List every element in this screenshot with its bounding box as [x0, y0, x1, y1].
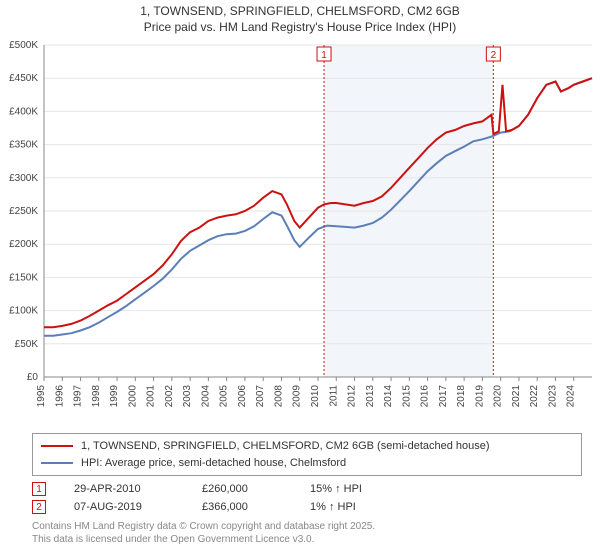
x-tick-label: 2004 — [200, 385, 211, 408]
y-tick-label: £0 — [27, 372, 39, 383]
y-tick-label: £100K — [9, 306, 38, 317]
x-tick-label: 2003 — [182, 385, 193, 408]
legend-label: HPI: Average price, semi-detached house,… — [81, 455, 346, 472]
x-tick-label: 1997 — [73, 385, 84, 408]
marker-badge-label-1: 1 — [321, 50, 327, 61]
marker-hpi: 1% ↑ HPI — [310, 501, 410, 513]
x-tick-label: 2002 — [164, 385, 175, 408]
x-tick-label: 2001 — [146, 385, 157, 408]
marker-row: 2 07-AUG-2019 £366,000 1% ↑ HPI — [32, 498, 582, 516]
x-tick-label: 2021 — [511, 385, 522, 408]
y-tick-label: £150K — [9, 273, 38, 284]
legend-box: 1, TOWNSEND, SPRINGFIELD, CHELMSFORD, CM… — [32, 433, 582, 476]
x-tick-label: 2007 — [255, 385, 266, 408]
x-tick-label: 2014 — [383, 385, 394, 408]
title-line-1: 1, TOWNSEND, SPRINGFIELD, CHELMSFORD, CM… — [8, 4, 592, 20]
x-tick-label: 2023 — [547, 385, 558, 408]
x-tick-label: 2017 — [438, 385, 449, 408]
x-tick-label: 2000 — [127, 385, 138, 408]
legend-row: 1, TOWNSEND, SPRINGFIELD, CHELMSFORD, CM… — [41, 438, 573, 455]
x-tick-label: 2010 — [310, 385, 321, 408]
y-tick-label: £400K — [9, 107, 38, 118]
copyright-line-1: Contains HM Land Registry data © Crown c… — [32, 520, 582, 533]
x-tick-label: 2012 — [347, 385, 358, 408]
x-tick-label: 2018 — [456, 385, 467, 408]
copyright-line-2: This data is licensed under the Open Gov… — [32, 533, 582, 546]
y-tick-label: £450K — [9, 73, 38, 84]
title-line-2: Price paid vs. HM Land Registry's House … — [8, 20, 592, 36]
title-block: 1, TOWNSEND, SPRINGFIELD, CHELMSFORD, CM… — [0, 0, 600, 37]
x-tick-label: 2024 — [566, 385, 577, 408]
x-tick-label: 1996 — [54, 385, 65, 408]
x-tick-label: 2013 — [365, 385, 376, 408]
x-tick-label: 2009 — [292, 385, 303, 408]
y-tick-label: £200K — [9, 239, 38, 250]
marker-date: 07-AUG-2019 — [74, 501, 174, 513]
line-chart-svg: £0 £50K £100K £150K £200K £250K £300K £350K £400… — [0, 37, 600, 427]
marker-row: 1 29-APR-2010 £260,000 15% ↑ HPI — [32, 480, 582, 498]
x-tick-label: 1999 — [109, 385, 120, 408]
marker-badge-label-2: 2 — [491, 50, 497, 61]
legend-swatch-1 — [41, 445, 73, 447]
x-tick-label: 2016 — [420, 385, 431, 408]
x-tick-label: 2011 — [328, 385, 339, 407]
copyright: Contains HM Land Registry data © Crown c… — [32, 520, 582, 546]
legend-label: 1, TOWNSEND, SPRINGFIELD, CHELMSFORD, CM… — [81, 438, 490, 455]
x-tick-label: 2015 — [401, 385, 412, 408]
marker-hpi: 15% ↑ HPI — [310, 483, 410, 495]
x-tick-label: 1995 — [36, 385, 47, 408]
marker-date: 29-APR-2010 — [74, 483, 174, 495]
x-tick-label: 2006 — [237, 385, 248, 408]
marker-table: 1 29-APR-2010 £260,000 15% ↑ HPI 2 07-AU… — [32, 480, 582, 516]
chart-area: £0 £50K £100K £150K £200K £250K £300K £350K £400… — [0, 37, 600, 427]
marker-price: £366,000 — [202, 501, 282, 513]
series-price_paid — [44, 78, 592, 327]
legend-swatch-2 — [41, 462, 73, 464]
x-tick-label: 2019 — [474, 385, 485, 408]
x-tick-label: 2008 — [273, 385, 284, 408]
y-tick-label: £500K — [9, 40, 38, 51]
y-tick-label: £300K — [9, 173, 38, 184]
x-tick-label: 1998 — [91, 385, 102, 408]
y-tick-label: £250K — [9, 206, 38, 217]
legend-row: HPI: Average price, semi-detached house,… — [41, 455, 573, 472]
y-tick-label: £350K — [9, 140, 38, 151]
x-tick-label: 2005 — [219, 385, 230, 408]
y-tick-label: £50K — [15, 339, 39, 350]
marker-badge: 2 — [32, 500, 46, 514]
marker-badge: 1 — [32, 482, 46, 496]
x-tick-label: 2022 — [529, 385, 540, 408]
x-tick-label: 2020 — [493, 385, 504, 408]
marker-price: £260,000 — [202, 483, 282, 495]
